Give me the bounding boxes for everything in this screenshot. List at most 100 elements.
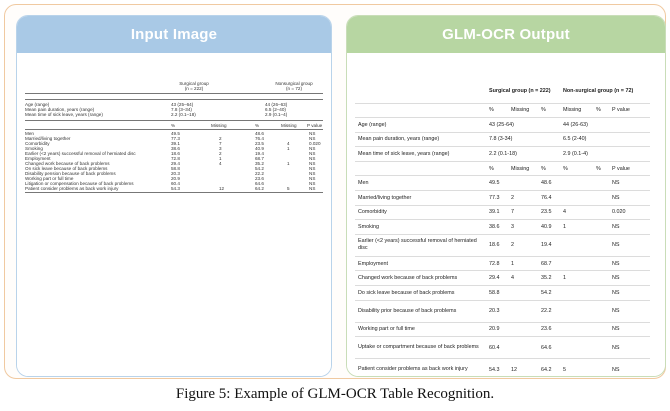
scan-row-pvalue: NS xyxy=(309,156,316,161)
table-header-row: Surgical group (n = 222) Non-surgical gro… xyxy=(355,81,650,104)
table-sub2-blank xyxy=(355,161,487,177)
scan-group-nonsurgical-n: (n = 72) xyxy=(286,86,302,91)
table-row-pvalue: NS xyxy=(610,175,650,192)
table-top-row-nonsurgical: 6.5 (2-40) xyxy=(561,132,650,148)
table-row-blank xyxy=(594,190,610,206)
table-top-row-label: Mean time of sick leave, years (range) xyxy=(355,146,487,162)
scan-row-missing2: 1 xyxy=(287,146,290,151)
scan-row-missing2: 5 xyxy=(287,186,290,191)
scan-group-surgical: Surgical group (n = 222) xyxy=(169,81,219,91)
table-row-pct: 54.3 xyxy=(487,358,509,376)
scan-row-label: Smoking xyxy=(25,146,43,151)
table-row-pct: 29.4 xyxy=(487,270,509,287)
table-row-blank xyxy=(594,358,610,376)
table-top-row: Mean time of sick leave, years (range) 2.… xyxy=(355,146,650,162)
figure-caption: Figure 5: Example of GLM-OCR Table Recog… xyxy=(175,386,495,402)
scan-top-row-label: Age (range) xyxy=(25,102,50,107)
scan-row-pct: 58.8 xyxy=(171,166,180,171)
table-row-label: Comorbidity xyxy=(355,205,487,221)
table-row-missing: 12 xyxy=(509,358,539,376)
table-row: Patient consider problems as back work i… xyxy=(355,358,650,376)
scan-row-pct2: 35.2 xyxy=(255,161,264,166)
scan-row-missing: 7 xyxy=(219,141,222,146)
table-row: Employment 72.8 1 68.7 NS xyxy=(355,256,650,272)
table-row-pct: 18.6 xyxy=(487,234,509,257)
scan-row-label: Changed work because of back problems xyxy=(25,161,110,166)
scan-rule-body xyxy=(25,129,323,130)
table-row-label: Disability prior because of back problem… xyxy=(355,300,487,323)
table-row-missing2 xyxy=(561,256,594,272)
scan-row-label: Employment xyxy=(25,156,51,161)
table-row-label: Do sick leave because of back problems xyxy=(355,285,487,301)
table-row-missing xyxy=(509,300,539,323)
scan-row-pvalue: NS xyxy=(309,176,316,181)
input-panel: Input Image Surgical group (n = 222) Non… xyxy=(16,15,332,377)
table-row-blank xyxy=(594,205,610,221)
table-row: Comorbidity 39.1 7 23.5 4 0.020 xyxy=(355,205,650,221)
table-row-pct2: 23.6 xyxy=(539,322,561,338)
scan-top-row-surgical: 43 (25–64) xyxy=(171,102,194,107)
table-row-blank xyxy=(594,285,610,301)
scan-row-pvalue: NS xyxy=(309,161,316,166)
table-header-nonsurgical: Non-surgical group (n = 72) xyxy=(561,81,650,104)
table-row-pvalue: NS xyxy=(610,285,650,301)
scan-row-pvalue: 0.020 xyxy=(309,141,321,146)
table-row: Working part or full time 20.9 23.6 NS xyxy=(355,322,650,338)
table-row-label: Employment xyxy=(355,256,487,272)
table-top-row-surgical: 2.2 (0.1-18) xyxy=(487,146,561,162)
table-row-pvalue: 0.020 xyxy=(610,205,650,221)
table-row-pvalue: NS xyxy=(610,190,650,206)
table-row: Changed work because of back problems 29.… xyxy=(355,270,650,287)
scan-row-missing: 12 xyxy=(219,186,225,191)
scan-row-pct: 18.6 xyxy=(171,151,180,156)
table-row-pct2: 22.2 xyxy=(539,300,561,323)
output-panel-body: Surgical group (n = 222) Non-surgical gro… xyxy=(347,53,665,376)
scan-top-row-surgical: 7.8 (3–34) xyxy=(171,107,192,112)
table-row-pct: 20.3 xyxy=(487,300,509,323)
scan-row-pct2: 64.6 xyxy=(255,181,264,186)
figure-frame: Input Image Surgical group (n = 222) Non… xyxy=(4,4,666,379)
table-row-pvalue: NS xyxy=(610,322,650,338)
table-row-label: Earlier (<2 years) successful removal of… xyxy=(355,234,487,257)
scan-row-label: On sick leave because of back problems xyxy=(25,166,108,171)
scan-row-label: Men xyxy=(25,131,34,136)
table-row-missing2 xyxy=(561,300,594,323)
scan-sub-missing: Missing xyxy=(211,123,227,128)
table-sub-pct3: % xyxy=(594,103,610,119)
table-row-blank xyxy=(594,322,610,338)
table-row-pct2: 19.4 xyxy=(539,234,561,257)
scan-rule-bottom xyxy=(25,192,323,193)
scan-row-pvalue: NS xyxy=(309,151,316,156)
table-header-blank xyxy=(355,81,487,104)
scan-row-pvalue: NS xyxy=(309,166,316,171)
scan-top-row-nonsurgical: 6.5 (2–40) xyxy=(265,107,286,112)
table-row-pct2: 40.9 xyxy=(539,219,561,235)
scan-row-missing: 3 xyxy=(219,146,222,151)
table-sub-missing: Missing xyxy=(509,103,539,119)
table-sub-pvalue: P value xyxy=(610,103,650,119)
table-row-label: Married/living together xyxy=(355,190,487,206)
scan-sub-missing2: Missing xyxy=(281,123,297,128)
scan-row-label: Earlier (<2 years) successful removal of… xyxy=(25,151,136,156)
scan-row-pct2: 19.4 xyxy=(255,151,264,156)
table-row: Smoking 38.6 3 40.9 1 NS xyxy=(355,219,650,235)
scan-top-row-surgical: 2.2 (0.1–18) xyxy=(171,112,196,117)
table-top-row-surgical: 43 (25-64) xyxy=(487,117,561,133)
table-row-blank xyxy=(594,234,610,257)
table-sub-missing2: Missing xyxy=(561,103,594,119)
table-row-pct: 72.8 xyxy=(487,256,509,272)
table-row-pvalue: NS xyxy=(610,358,650,376)
scan-row-pct2: 76.4 xyxy=(255,136,264,141)
table-row-missing: 3 xyxy=(509,219,539,235)
scan-row-label: Comorbidity xyxy=(25,141,50,146)
scan-row-pct: 29.4 xyxy=(171,161,180,166)
scan-group-surgical-n: (n = 222) xyxy=(184,86,204,91)
table-row-label: Changed work because of back problems xyxy=(355,270,487,287)
scan-sub-pct: % xyxy=(171,123,176,128)
input-panel-body: Surgical group (n = 222) Nonsurgical gro… xyxy=(17,53,331,376)
table-row-pct2: 76.4 xyxy=(539,190,561,206)
table-sub-pct2: % xyxy=(539,103,561,119)
table-row-missing2: 1 xyxy=(561,270,594,287)
scan-rule-top xyxy=(25,93,323,94)
scan-row-pct: 60.4 xyxy=(171,181,180,186)
